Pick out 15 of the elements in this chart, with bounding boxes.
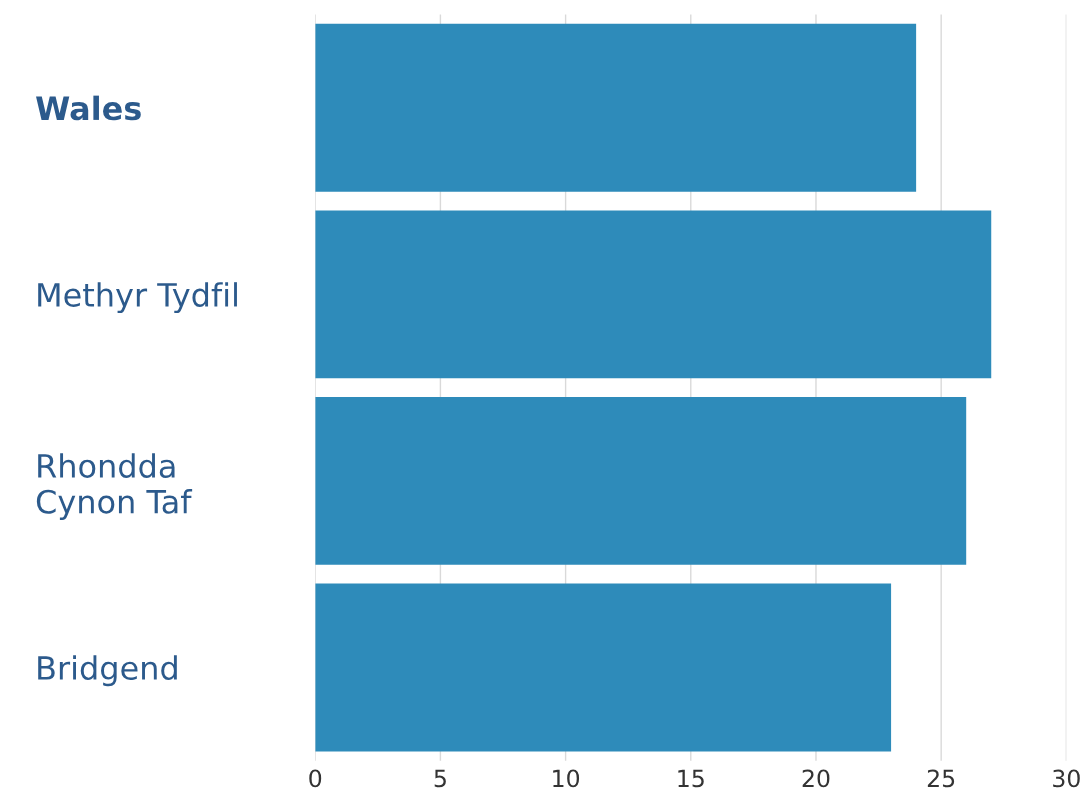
x-tick-label: 5 bbox=[434, 769, 446, 788]
bar bbox=[315, 23, 917, 192]
bar bbox=[315, 396, 967, 565]
x-tick-label: 30 bbox=[1053, 769, 1080, 788]
x-tick-label: 0 bbox=[309, 769, 322, 788]
y-tick-label: Wales bbox=[36, 95, 141, 121]
x-tick-label: 20 bbox=[802, 769, 830, 788]
bar bbox=[315, 210, 992, 379]
bar bbox=[315, 583, 892, 752]
x-tick-label: 25 bbox=[927, 769, 955, 788]
y-tick-label: Bridgend bbox=[38, 655, 177, 687]
x-tick-label: 10 bbox=[553, 769, 580, 788]
x-tick-label: 15 bbox=[678, 769, 704, 788]
y-tick-label: Rhondda Cynon Taf bbox=[36, 453, 193, 520]
y-tick-label: Methyr Tydfil bbox=[38, 282, 237, 314]
